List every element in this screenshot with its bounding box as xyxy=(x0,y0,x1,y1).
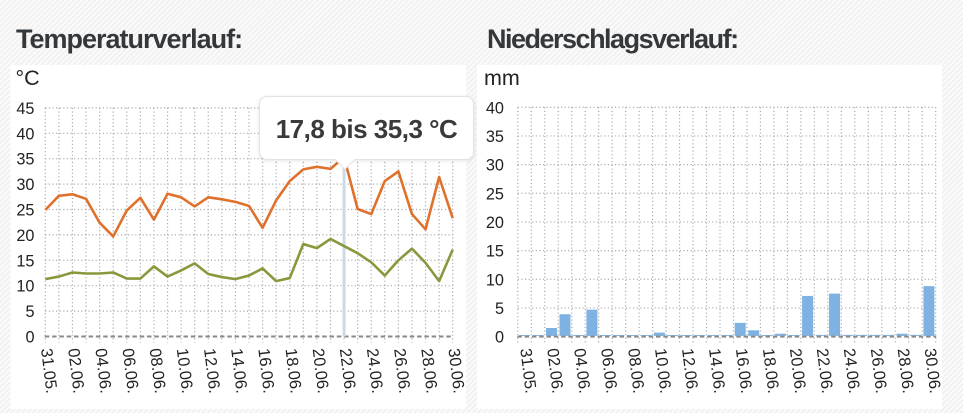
svg-text:35: 35 xyxy=(486,128,504,146)
svg-text:16.06.: 16.06. xyxy=(732,347,755,394)
svg-text:10: 10 xyxy=(16,278,34,296)
svg-text:30.06.: 30.06. xyxy=(444,347,467,394)
svg-text:08.06.: 08.06. xyxy=(146,347,169,394)
svg-text:28.06.: 28.06. xyxy=(417,347,440,394)
svg-text:30: 30 xyxy=(486,157,504,175)
svg-text:20.06.: 20.06. xyxy=(786,347,809,394)
svg-text:08.06.: 08.06. xyxy=(624,347,647,394)
svg-text:06.06.: 06.06. xyxy=(597,347,620,394)
svg-text:25: 25 xyxy=(16,202,34,220)
svg-text:20.06.: 20.06. xyxy=(309,347,332,394)
svg-text:40: 40 xyxy=(16,125,34,143)
svg-text:5: 5 xyxy=(495,300,504,318)
svg-text:°C: °C xyxy=(16,66,40,90)
svg-text:mm: mm xyxy=(484,66,520,90)
svg-text:04.06.: 04.06. xyxy=(570,347,593,394)
svg-text:18.06.: 18.06. xyxy=(281,347,304,394)
svg-text:02.06.: 02.06. xyxy=(64,347,87,394)
svg-text:10.06.: 10.06. xyxy=(651,347,674,394)
svg-text:18.06.: 18.06. xyxy=(759,347,782,394)
svg-text:20: 20 xyxy=(486,214,504,232)
svg-text:10.06.: 10.06. xyxy=(173,347,196,394)
svg-text:15: 15 xyxy=(486,243,504,261)
svg-text:04.06.: 04.06. xyxy=(91,347,114,394)
svg-text:25: 25 xyxy=(486,185,504,203)
svg-text:26.06.: 26.06. xyxy=(390,347,413,394)
svg-text:0: 0 xyxy=(495,329,504,347)
svg-text:22.06.: 22.06. xyxy=(336,347,359,394)
svg-text:02.06.: 02.06. xyxy=(543,347,566,394)
svg-text:24.06.: 24.06. xyxy=(840,347,863,394)
svg-text:24.06.: 24.06. xyxy=(363,347,386,394)
svg-text:12.06.: 12.06. xyxy=(200,347,223,394)
svg-text:12.06.: 12.06. xyxy=(678,347,701,394)
svg-text:0: 0 xyxy=(25,329,34,347)
svg-text:20: 20 xyxy=(16,227,34,245)
svg-text:30.06.: 30.06. xyxy=(921,347,944,394)
svg-text:45: 45 xyxy=(16,100,34,118)
svg-text:14.06.: 14.06. xyxy=(705,347,728,394)
svg-text:35: 35 xyxy=(16,151,34,169)
svg-text:22.06.: 22.06. xyxy=(813,347,836,394)
svg-text:26.06.: 26.06. xyxy=(867,347,890,394)
svg-text:31.05.: 31.05. xyxy=(516,347,539,394)
svg-text:10: 10 xyxy=(486,271,504,289)
svg-text:16.06.: 16.06. xyxy=(254,347,277,394)
svg-text:30: 30 xyxy=(16,176,34,194)
svg-text:15: 15 xyxy=(16,252,34,270)
svg-text:06.06.: 06.06. xyxy=(119,347,142,394)
svg-text:40: 40 xyxy=(486,99,504,117)
svg-text:28.06.: 28.06. xyxy=(894,347,917,394)
svg-text:14.06.: 14.06. xyxy=(227,347,250,394)
svg-text:31.05.: 31.05. xyxy=(37,347,60,394)
svg-text:5: 5 xyxy=(25,303,34,321)
